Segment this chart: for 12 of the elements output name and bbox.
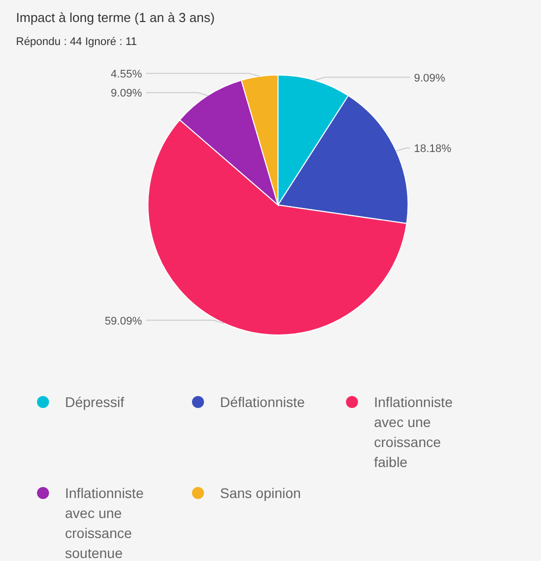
chart-title: Impact à long terme (1 an à 3 ans) — [16, 10, 215, 25]
data-label: 9.09% — [110, 88, 142, 100]
data-label: 9.09% — [414, 72, 446, 84]
data-label: 18.18% — [414, 142, 452, 155]
data-label: 4.55% — [110, 68, 142, 80]
legend-label: Inflationniste avec une croissance soutenue — [65, 485, 144, 561]
chart-subtitle: Répondu : 44 Ignoré : 11 — [16, 36, 137, 48]
legend-label: Dépressif — [65, 394, 124, 410]
legend-label: Déflationniste — [220, 394, 306, 410]
legend-label: Sans opinion — [220, 485, 301, 501]
data-label: 59.09% — [104, 315, 142, 328]
legend-label: Inflationniste avec une croissance faible — [374, 394, 453, 470]
